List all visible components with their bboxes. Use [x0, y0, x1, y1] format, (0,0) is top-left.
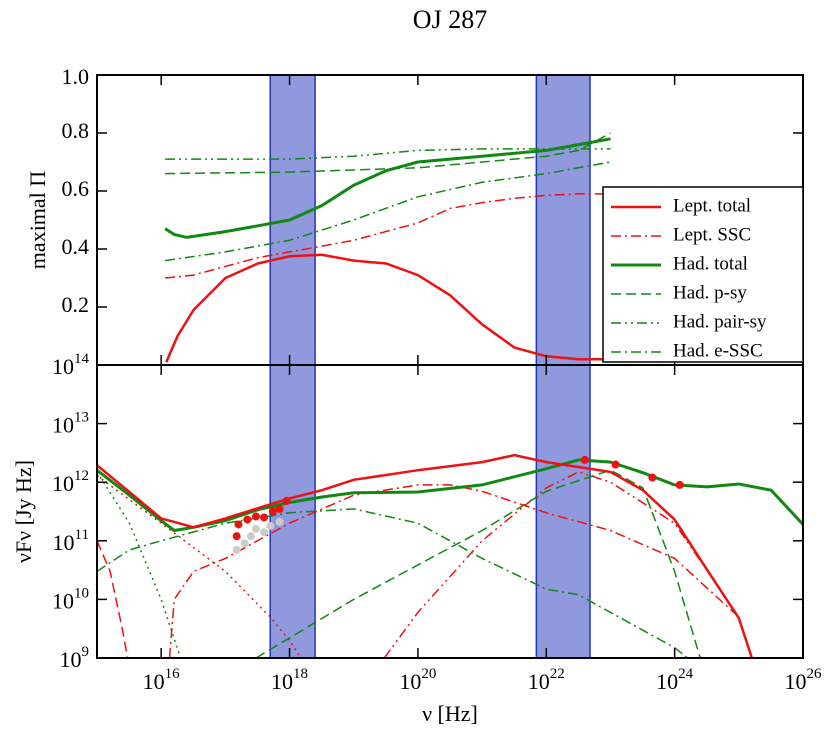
data-point: [611, 460, 620, 469]
y-tick-label: 0.4: [62, 234, 90, 259]
data-point: [232, 532, 241, 541]
data-point: [260, 513, 269, 522]
series-line: [165, 132, 611, 175]
legend-label: Lept. SSC: [673, 224, 751, 245]
data-point: [275, 504, 284, 513]
series-line: [165, 148, 611, 160]
energy-band: [535, 75, 591, 365]
chart-title: OJ 287: [413, 5, 487, 34]
legend-label: Had. p-sy: [673, 282, 747, 303]
series-line: [97, 458, 803, 533]
y-tick-label: 0.8: [62, 118, 90, 143]
data-point: [266, 521, 275, 530]
series-line: [97, 540, 129, 658]
data-point: [234, 520, 243, 529]
data-point: [580, 455, 589, 464]
x-tick-label: 1024: [656, 666, 694, 694]
data-point: [240, 539, 249, 548]
legend-box: [602, 186, 804, 363]
y-tick-label: 1010: [52, 586, 89, 614]
x-tick-label: 1020: [399, 666, 436, 694]
x-tick-label: 1022: [528, 666, 565, 694]
legend-label: Had. total: [673, 253, 748, 274]
data-point: [675, 480, 684, 489]
y-tick-label: 1.0: [62, 64, 90, 89]
series-line: [164, 137, 611, 239]
legend-label: Had. e-SSC: [673, 340, 763, 361]
x-tick-label: 1018: [271, 666, 308, 694]
series-line: [97, 471, 182, 658]
energy-band: [535, 365, 591, 658]
series-line: [97, 474, 302, 658]
y-tick-label: 1013: [52, 410, 89, 438]
series-line: [165, 193, 605, 279]
plot-area: [164, 75, 611, 365]
y-tick-label: 1014: [52, 351, 90, 379]
legend-label: Had. pair-sy: [673, 311, 767, 332]
legend-label: Lept. total: [673, 195, 751, 216]
series-line: [255, 469, 701, 658]
data-point: [260, 528, 269, 537]
series-line: [164, 161, 611, 262]
plot-frame: [96, 364, 804, 659]
y-axis-label: maximal Π: [25, 171, 50, 269]
x-tick-label: 1016: [143, 666, 181, 694]
data-point: [275, 517, 284, 526]
y-tick-label: 0.2: [62, 292, 90, 317]
y-tick-label: 1011: [53, 527, 89, 555]
x-tick-label: 1026: [785, 666, 823, 694]
y-tick-label: 0.6: [62, 176, 90, 201]
data-point: [268, 507, 277, 516]
plot-area: [97, 365, 803, 658]
data-point: [251, 524, 260, 533]
data-point: [243, 515, 252, 524]
y-axis-label: νFν [Jy Hz]: [11, 460, 36, 563]
data-point: [251, 512, 260, 521]
series-line: [97, 453, 754, 658]
y-tick-label: 109: [60, 644, 90, 672]
y-tick-label: 1012: [52, 469, 89, 497]
data-point: [648, 473, 657, 482]
series-line: [165, 253, 605, 363]
x-axis-label: ν [Hz]: [422, 701, 478, 726]
data-point: [282, 496, 291, 505]
data-point: [246, 532, 255, 541]
data-point: [232, 545, 241, 554]
series-line: [97, 508, 689, 658]
